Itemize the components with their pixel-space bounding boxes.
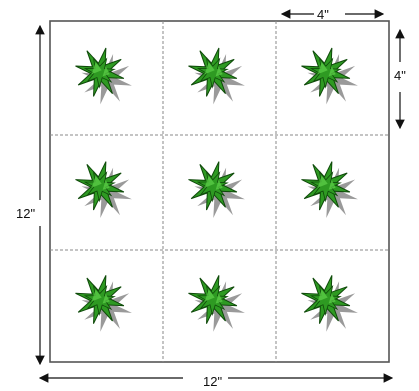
plants-layer	[75, 47, 358, 332]
total-width-dimension: 12"	[38, 373, 394, 389]
leafy-plant-icon	[301, 275, 358, 332]
leafy-plant-icon	[75, 47, 132, 105]
cell-height-dimension: 4"	[394, 28, 406, 130]
plant-highlight	[317, 175, 336, 190]
plant-highlight	[204, 289, 223, 304]
leafy-plant-icon	[301, 47, 358, 105]
leafy-plant-icon	[188, 275, 245, 332]
cell-height-label: 4"	[394, 68, 406, 83]
plant-highlight	[91, 62, 110, 77]
total-width-label: 12"	[203, 374, 222, 389]
total-height-label: 12"	[16, 206, 35, 221]
cell-width-label: 4"	[317, 7, 329, 22]
leafy-plant-icon	[188, 161, 245, 218]
plant-highlight	[204, 62, 223, 77]
cell-width-dimension: 4"	[280, 7, 385, 22]
plant-highlight	[317, 289, 336, 304]
leafy-plant-icon	[301, 161, 358, 218]
plant-highlight	[91, 289, 110, 304]
leafy-plant-icon	[188, 47, 245, 105]
grid-lines	[50, 21, 389, 362]
plant-highlight	[204, 175, 223, 190]
plant-highlight	[317, 62, 336, 77]
leafy-plant-icon	[75, 275, 132, 332]
plant-highlight	[91, 175, 110, 190]
leafy-plant-icon	[75, 161, 132, 218]
total-height-dimension: 12"	[16, 24, 45, 366]
